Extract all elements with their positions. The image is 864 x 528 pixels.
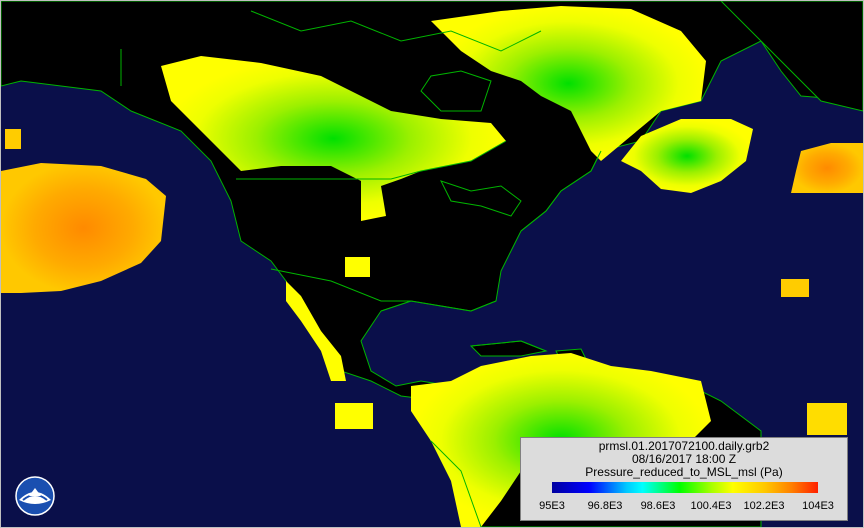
pacific-high-zone	[1, 163, 166, 293]
legend-color-scale	[552, 482, 818, 493]
gulf-coast	[380, 300, 497, 312]
legend-tick: 104E3	[802, 500, 834, 512]
legend-tick: 100.4E3	[690, 500, 732, 512]
yellow-patch-atlantic	[781, 279, 809, 297]
great-lakes-coast	[440, 180, 522, 217]
mexico-coast-zone	[286, 281, 346, 381]
hudson-bay-coast	[420, 70, 492, 112]
us-mexico-border	[270, 268, 411, 302]
border-lines	[120, 10, 602, 527]
legend-valid-time: 08/16/2017 18:00 Z	[631, 452, 737, 466]
legend-variable-name: Pressure_reduced_to_MSL_msl (Pa)	[585, 465, 783, 479]
canada-band-zone	[161, 56, 506, 221]
atlantic-high-zone	[791, 143, 863, 193]
east-coast	[520, 150, 602, 232]
noaa-logo-icon	[15, 476, 55, 516]
greenland-land	[720, 1, 863, 112]
legend-tick: 98.6E3	[640, 500, 676, 512]
arctic-islands-coast	[250, 10, 542, 52]
yellow-patch-east-pacific	[335, 403, 373, 429]
south-america-coast	[430, 440, 482, 527]
color-legend: prmsl.01.2017072100.daily.grb2 08/16/201…	[520, 437, 848, 521]
pressure-field	[1, 6, 863, 527]
yellow-patch-nevada	[345, 257, 370, 277]
yellow-patch-west-edge	[5, 129, 21, 149]
arctic-zone	[431, 6, 706, 161]
legend-tick: 95E3	[539, 500, 565, 512]
legend-tick: 96.8E3	[587, 500, 623, 512]
legend-file-name: prmsl.01.2017072100.daily.grb2	[598, 439, 770, 453]
yellow-patch-far-east	[807, 403, 847, 435]
legend-tick: 102.2E3	[743, 500, 785, 512]
atlantic-green-zone	[621, 119, 753, 193]
caribbean-coast	[470, 340, 547, 352]
us-canada-border	[236, 140, 507, 180]
